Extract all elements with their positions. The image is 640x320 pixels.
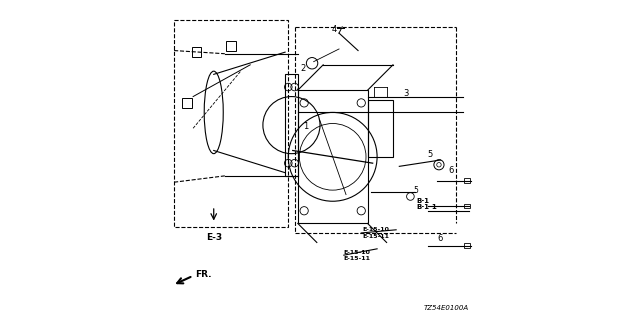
Bar xyxy=(465,178,470,183)
Text: B-1: B-1 xyxy=(417,198,429,204)
Text: 5: 5 xyxy=(428,150,433,159)
Text: 6: 6 xyxy=(437,234,443,243)
Text: 1: 1 xyxy=(303,122,308,131)
Text: E-3: E-3 xyxy=(205,233,222,242)
Text: E-15-10: E-15-10 xyxy=(363,228,390,232)
Text: FR.: FR. xyxy=(195,270,211,279)
Bar xyxy=(182,98,191,108)
Text: TZ54E0100A: TZ54E0100A xyxy=(424,305,469,311)
Text: 4: 4 xyxy=(332,25,337,35)
Bar xyxy=(298,90,367,223)
Text: E-15-11: E-15-11 xyxy=(363,234,390,239)
Bar xyxy=(227,41,236,51)
Bar xyxy=(367,100,393,157)
Bar xyxy=(174,20,288,227)
Text: 5: 5 xyxy=(413,186,419,195)
Bar xyxy=(465,204,470,208)
Bar xyxy=(191,47,201,57)
Text: 2: 2 xyxy=(300,63,305,73)
Text: B-1-1: B-1-1 xyxy=(417,204,438,210)
Text: 6: 6 xyxy=(449,166,454,175)
Bar xyxy=(465,244,470,248)
Text: E-15-11: E-15-11 xyxy=(344,256,371,261)
Text: 3: 3 xyxy=(403,89,408,98)
Bar xyxy=(285,74,298,176)
Text: E-15-10: E-15-10 xyxy=(344,250,371,255)
